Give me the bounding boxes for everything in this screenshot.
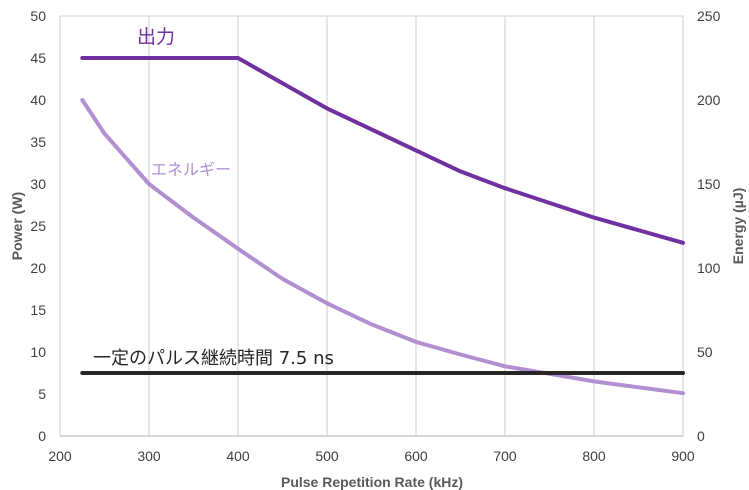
left-tick-label-4: 20 bbox=[30, 260, 46, 276]
left-tick-label-1: 5 bbox=[38, 386, 46, 402]
x-tick-label-2: 400 bbox=[226, 448, 250, 464]
right-axis-ticks: 0 50 100 150 200 250 bbox=[697, 8, 721, 444]
x-tick-label-4: 600 bbox=[404, 448, 428, 464]
right-tick-label-1: 50 bbox=[697, 344, 713, 360]
x-tick-label-5: 700 bbox=[493, 448, 517, 464]
right-tick-label-2: 100 bbox=[697, 260, 721, 276]
series-label-energy: エネルギー bbox=[151, 160, 231, 179]
x-tick-label-1: 300 bbox=[137, 448, 161, 464]
left-tick-label-5: 25 bbox=[30, 218, 46, 234]
left-tick-label-0: 0 bbox=[38, 428, 46, 444]
left-tick-label-2: 10 bbox=[30, 344, 46, 360]
right-axis-title: Energy (µJ) bbox=[730, 188, 746, 265]
right-tick-label-0: 0 bbox=[697, 428, 705, 444]
right-tick-label-3: 150 bbox=[697, 176, 721, 192]
series-lines bbox=[80, 56, 685, 396]
left-axis-ticks: 0 5 10 15 20 25 30 35 40 45 50 bbox=[30, 8, 46, 444]
left-tick-label-9: 45 bbox=[30, 50, 46, 66]
right-tick-label-4: 200 bbox=[697, 92, 721, 108]
left-tick-label-10: 50 bbox=[30, 8, 46, 24]
series-label-output: 出力 bbox=[137, 26, 175, 48]
x-axis-ticks: 200 300 400 500 600 700 800 900 bbox=[48, 448, 695, 464]
x-tick-label-3: 500 bbox=[315, 448, 339, 464]
left-tick-label-7: 35 bbox=[30, 134, 46, 150]
left-tick-label-6: 30 bbox=[30, 176, 46, 192]
left-axis-title: Power (W) bbox=[9, 192, 25, 260]
left-tick-label-3: 15 bbox=[30, 302, 46, 318]
x-tick-label-7: 900 bbox=[671, 448, 695, 464]
left-tick-label-8: 40 bbox=[30, 92, 46, 108]
x-tick-label-6: 800 bbox=[582, 448, 606, 464]
output-line bbox=[80, 56, 685, 245]
x-tick-label-0: 200 bbox=[48, 448, 72, 464]
x-axis-title: Pulse Repetition Rate (kHz) bbox=[281, 474, 463, 490]
right-tick-label-5: 250 bbox=[697, 8, 721, 24]
energy-line bbox=[80, 98, 685, 396]
grid bbox=[59, 15, 684, 437]
series-label-pulse-duration: 一定のパルス継続時間 7.5 ns bbox=[93, 348, 334, 369]
